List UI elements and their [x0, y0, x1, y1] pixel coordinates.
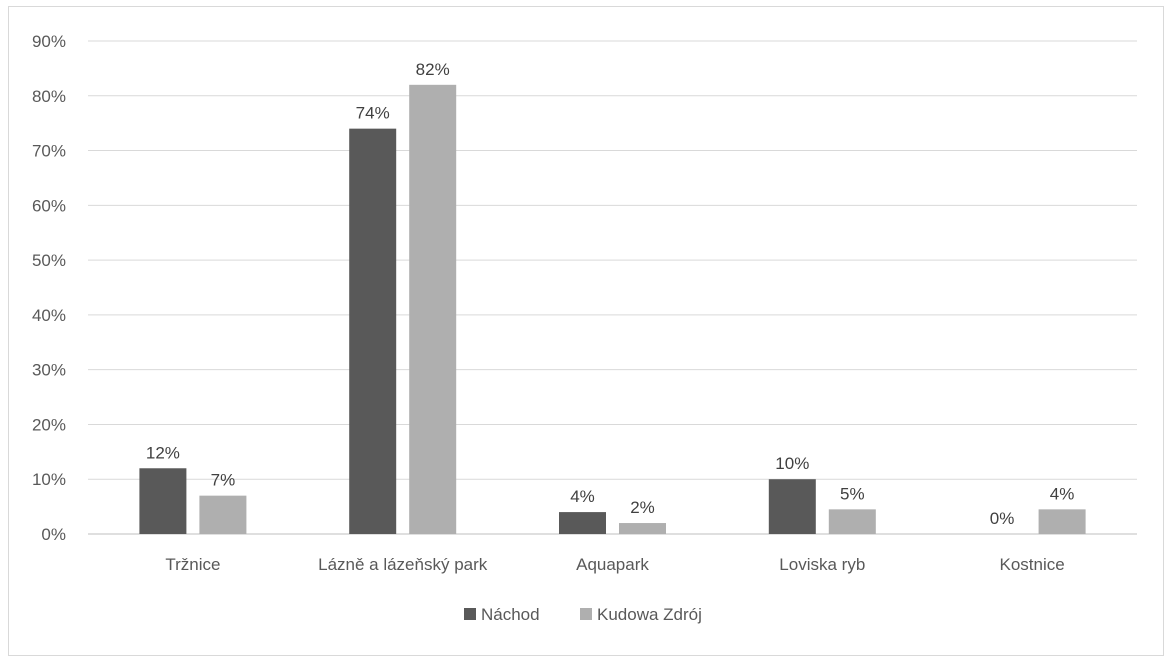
data-label: 4% — [570, 487, 595, 506]
y-tick-label: 70% — [32, 142, 66, 161]
legend-swatch — [580, 608, 592, 620]
legend-item: Náchod — [464, 605, 540, 624]
y-tick-label: 50% — [32, 251, 66, 270]
category-label: Lázně a lázeňský park — [318, 555, 488, 574]
x-axis-category-labels: Tržnice Lázně a lázeňský park Aquapark Lovi… — [165, 555, 1064, 574]
chart-frame — [8, 6, 1164, 656]
data-label: 74% — [356, 104, 390, 123]
legend: Náchod Kudowa Zdrój — [464, 605, 702, 624]
y-axis-tick-labels: 0% 10% 20% 30% 40% 50% 60% 70% 80% 90% — [32, 32, 66, 544]
y-tick-label: 20% — [32, 415, 66, 434]
data-labels: 12% 7% 74% 82% 4% 2% 10% 5% 0% 4% — [146, 60, 1075, 528]
bar — [199, 495, 247, 534]
data-label: 2% — [630, 498, 655, 517]
y-tick-label: 90% — [32, 32, 66, 51]
bar — [139, 468, 187, 534]
y-tick-label: 30% — [32, 361, 66, 380]
category-label: Kostnice — [999, 555, 1064, 574]
y-tick-label: 40% — [32, 306, 66, 325]
bar — [828, 509, 876, 534]
data-label: 10% — [775, 454, 809, 473]
legend-swatch — [464, 608, 476, 620]
bar — [1038, 509, 1086, 534]
category-label: Aquapark — [576, 555, 649, 574]
y-tick-label: 60% — [32, 196, 66, 215]
legend-item: Kudowa Zdrój — [580, 605, 702, 624]
category-label: Loviska ryb — [779, 555, 865, 574]
category-label: Tržnice — [165, 555, 220, 574]
data-label: 0% — [990, 509, 1015, 528]
data-label: 12% — [146, 443, 180, 462]
data-label: 5% — [840, 484, 865, 503]
data-label: 4% — [1050, 484, 1075, 503]
legend-label: Náchod — [481, 605, 540, 624]
bar — [559, 512, 606, 534]
data-label: 7% — [211, 471, 236, 490]
bar — [349, 128, 397, 534]
data-label: 82% — [416, 60, 450, 79]
y-tick-label: 80% — [32, 87, 66, 106]
y-tick-label: 10% — [32, 470, 66, 489]
gridlines — [88, 40, 1137, 535]
bars — [139, 84, 1086, 535]
bar — [619, 523, 666, 534]
bar — [768, 479, 816, 534]
legend-label: Kudowa Zdrój — [597, 605, 702, 624]
y-tick-label: 0% — [41, 525, 66, 544]
bar — [409, 84, 457, 535]
